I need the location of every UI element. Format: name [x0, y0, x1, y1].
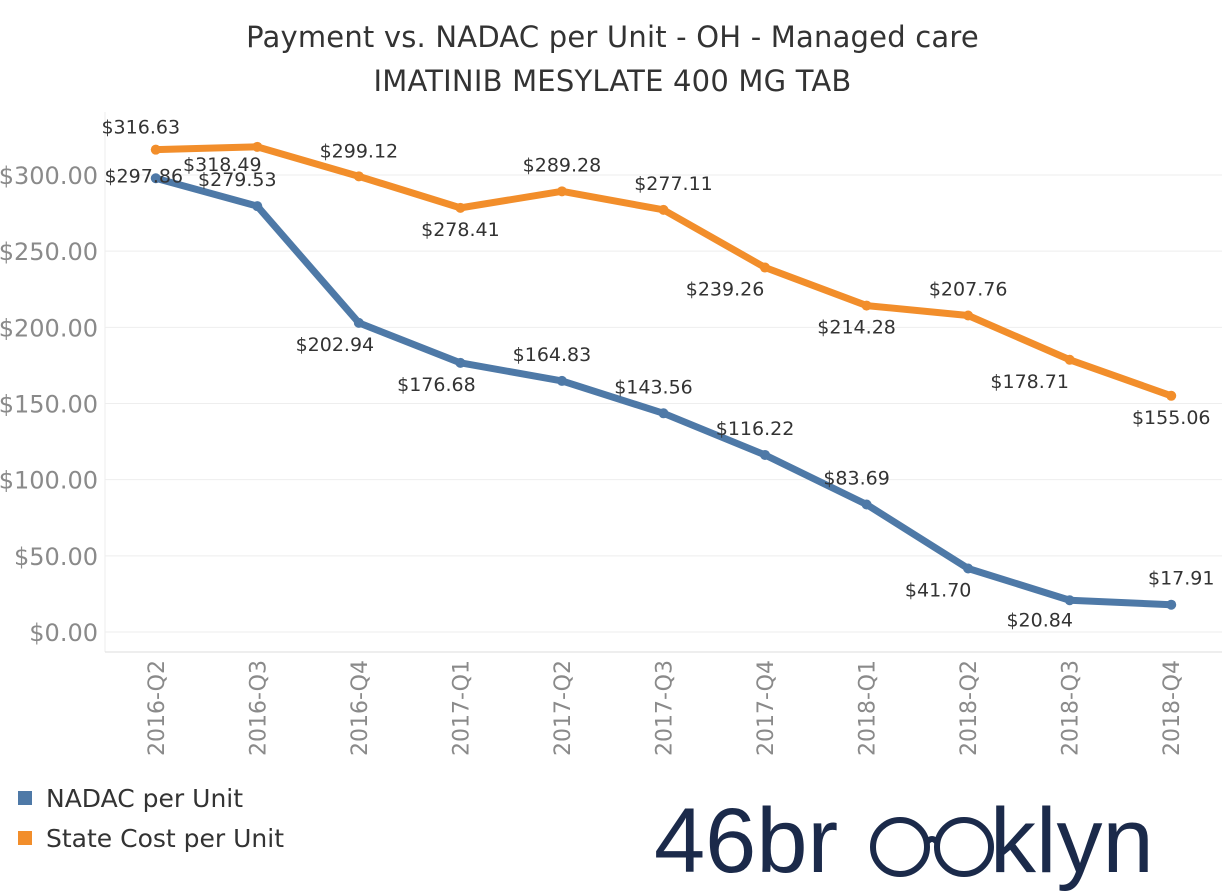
legend-item-state[interactable]: State Cost per Unit: [18, 818, 284, 858]
data-label-nadac: $279.53: [198, 169, 277, 191]
data-point-state: [658, 204, 669, 215]
data-label-nadac: $17.91: [1148, 568, 1214, 590]
x-tick-label: 2016-Q2: [145, 660, 170, 756]
data-point-state: [556, 186, 567, 197]
x-tick-label: 2017-Q4: [754, 660, 779, 756]
data-point-state: [963, 310, 974, 321]
glasses-icon: [870, 817, 994, 877]
data-point-nadac: [1166, 599, 1177, 610]
x-tick-label: 2018-Q3: [1059, 660, 1084, 756]
gridlines: [104, 112, 1222, 653]
data-point-nadac: [455, 357, 466, 368]
legend-label-nadac: NADAC per Unit: [46, 783, 244, 813]
chart-subtitle: IMATINIB MESYLATE 400 MG TAB: [373, 64, 852, 98]
data-point-state: [1064, 354, 1075, 365]
y-tick-label: $150.00: [0, 391, 98, 419]
data-label-nadac: $297.86: [104, 165, 183, 187]
data-label-state: $299.12: [320, 140, 399, 162]
data-label-nadac: $83.69: [823, 468, 889, 490]
data-point-nadac: [353, 317, 364, 328]
y-tick-label: $250.00: [0, 238, 98, 266]
chart-title: Payment vs. NADAC per Unit - OH - Manage…: [246, 20, 979, 54]
data-point-nadac: [556, 375, 567, 386]
data-label-state: $289.28: [523, 154, 602, 176]
brand-logo: 46br klyn: [654, 792, 1154, 892]
data-point-nadac: [150, 173, 161, 184]
data-label-nadac: $143.56: [614, 376, 693, 398]
legend-swatch-nadac: [18, 791, 32, 805]
data-label-state: $239.26: [686, 279, 765, 301]
data-point-nadac: [658, 408, 669, 419]
data-label-nadac: $202.94: [296, 334, 375, 356]
data-point-nadac: [252, 201, 263, 212]
data-label-state: $178.71: [990, 371, 1069, 393]
data-point-state: [455, 202, 466, 213]
data-point-state: [861, 300, 872, 311]
data-label-nadac: $20.84: [1006, 609, 1072, 631]
x-tick-label: 2018-Q4: [1160, 660, 1185, 756]
x-tick-label: 2017-Q1: [449, 660, 474, 756]
data-point-nadac: [760, 449, 771, 460]
data-label-state: $277.11: [634, 173, 713, 195]
data-label-state: $214.28: [817, 317, 896, 339]
data-point-state: [150, 144, 161, 155]
x-tick-label: 2016-Q3: [246, 660, 271, 756]
y-tick-label: $0.00: [29, 619, 98, 647]
y-tick-label: $200.00: [0, 314, 98, 342]
data-point-state: [1166, 390, 1177, 401]
data-point-state: [252, 141, 263, 152]
x-tick-label: 2016-Q4: [348, 660, 373, 756]
line-chart: $0.00$50.00$100.00$150.00$200.00$250.00$…: [0, 112, 1222, 756]
data-label-state: $207.76: [929, 279, 1008, 301]
data-label-state: $278.41: [421, 219, 500, 241]
data-point-nadac: [963, 563, 974, 574]
data-label-nadac: $164.83: [513, 344, 592, 366]
x-tick-label: 2017-Q2: [551, 660, 576, 756]
legend-swatch-state: [18, 831, 32, 845]
data-label-state: $155.06: [1132, 407, 1211, 429]
y-tick-label: $300.00: [0, 162, 98, 190]
logo-text-end: klyn: [990, 792, 1154, 892]
data-labels: $297.86 $279.53 $202.94 $176.68 $164.83 $143.…: [101, 117, 1214, 632]
data-point-state: [353, 171, 364, 182]
data-label-nadac: $176.68: [397, 374, 476, 396]
y-axis: $0.00 $50.00 $100.00 $150.00 $200.00 $250.00 $…: [0, 162, 98, 647]
data-label-nadac: $41.70: [905, 579, 971, 601]
series: [150, 141, 1177, 610]
data-label-nadac: $116.22: [716, 418, 795, 440]
data-point-state: [760, 262, 771, 273]
x-axis: 2016-Q2 2016-Q3 2016-Q4 2017-Q1 2017-Q2 2017-…: [145, 660, 1185, 756]
y-tick-label: $50.00: [14, 543, 98, 571]
data-point-nadac: [1064, 595, 1075, 606]
legend-label-state: State Cost per Unit: [46, 823, 285, 853]
logo-text-start: 46br: [654, 792, 838, 892]
x-tick-label: 2018-Q2: [957, 660, 982, 756]
x-tick-label: 2018-Q1: [856, 660, 881, 756]
legend-item-nadac[interactable]: NADAC per Unit: [18, 778, 284, 818]
y-tick-label: $100.00: [0, 467, 98, 495]
data-point-nadac: [861, 499, 872, 510]
x-tick-label: 2017-Q3: [653, 660, 678, 756]
data-label-state: $316.63: [101, 117, 180, 139]
data-label-state: $318.49: [183, 154, 262, 176]
legend: NADAC per Unit State Cost per Unit: [18, 778, 284, 858]
